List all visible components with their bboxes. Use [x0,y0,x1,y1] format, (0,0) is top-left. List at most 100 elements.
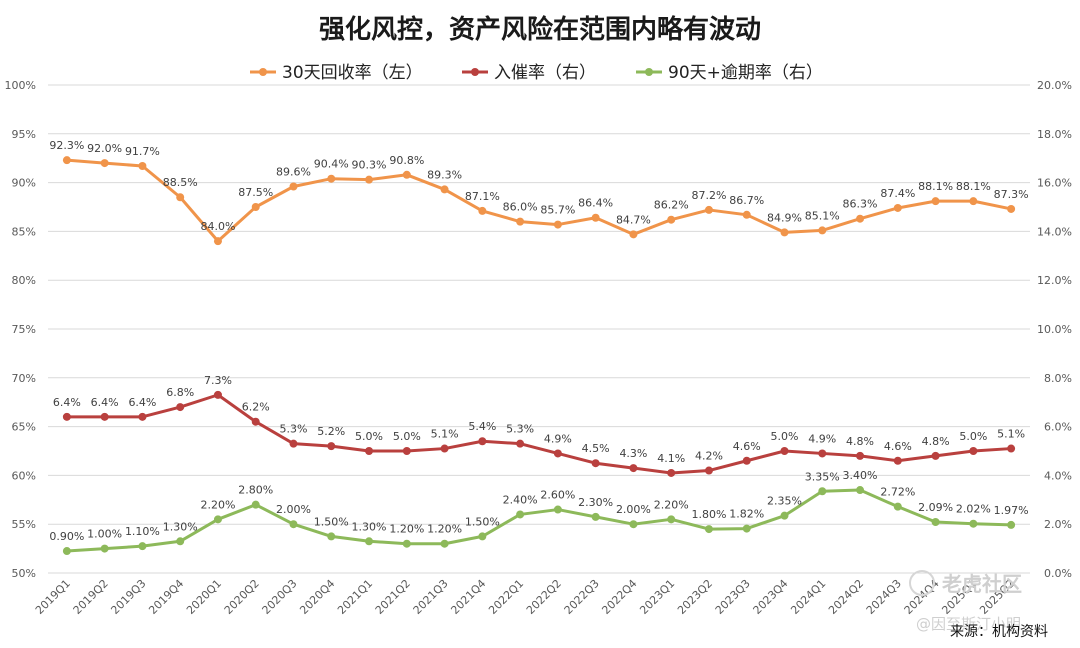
series-line-2 [66,393,1012,475]
legend-label: 90天+逾期率（右） [668,63,823,83]
data-point [365,175,374,184]
data-point [1007,444,1016,453]
gridlines [48,84,1030,574]
right-tick-label: 12.0% [1037,274,1072,287]
data-label: 84.9% [767,211,802,224]
data-label: 3.40% [843,469,878,482]
data-point [251,203,260,211]
data-point [327,174,336,183]
data-label: 4.5% [582,442,610,455]
data-point [213,390,222,399]
data-label: 0.90% [49,530,84,543]
data-point [365,537,374,546]
data-label: 5.4% [468,420,496,433]
data-label: 90.8% [389,154,424,167]
x-tick-label: 2024Q1 [788,577,828,617]
legend-swatch-marker [471,68,479,76]
series-line-3 [66,488,1012,553]
data-label: 6.4% [91,396,119,409]
data-point [856,451,865,460]
data-point [516,217,525,226]
data-point [176,193,185,202]
data-label: 5.0% [355,430,383,443]
data-point [818,449,827,458]
data-point [176,537,185,546]
data-label: 5.3% [506,423,534,436]
data-point [138,542,147,551]
data-label: 87.5% [238,186,273,199]
right-tick-label: 6.0% [1044,421,1072,434]
data-label: 86.2% [654,199,689,212]
left-tick-label: 90% [12,177,36,190]
data-point [213,515,222,524]
data-label: 4.3% [619,447,647,460]
data-label: 88.5% [163,176,198,189]
right-tick-label: 18.0% [1037,128,1072,141]
data-label: 5.0% [959,430,987,443]
data-point [667,515,676,524]
data-label: 86.3% [843,198,878,211]
data-label: 86.0% [503,201,538,214]
data-label: 90.3% [352,159,387,172]
data-label: 4.1% [657,452,685,465]
x-tick-label: 2024Q4 [902,577,942,617]
data-label: 87.3% [994,188,1029,201]
data-label: 2.00% [276,503,311,516]
left-axis: 50% 55% 60% 65% 70% 75% 80% 85% 90% 95% 100% [5,79,36,580]
data-label: 86.7% [729,194,764,207]
legend-swatch-marker [645,68,653,76]
data-point [440,539,449,548]
data-label: 87.4% [880,187,915,200]
data-point [856,214,865,223]
data-point [402,170,411,179]
right-tick-label: 14.0% [1037,225,1072,238]
data-label: 6.4% [128,396,156,409]
data-label: 4.2% [695,450,723,463]
data-label: 89.3% [427,168,462,181]
x-tick-label: 2022Q1 [486,577,526,617]
data-label: 1.82% [729,508,764,521]
data-point [704,525,713,534]
x-tick-label: 2024Q3 [864,577,904,617]
data-point [704,205,713,214]
right-tick-label: 20.0% [1037,79,1072,92]
data-point [780,511,789,520]
data-point [62,412,71,421]
data-label: 90.4% [314,158,349,171]
data-label: 91.7% [125,145,160,158]
data-point [62,547,71,556]
data-point [251,500,260,509]
data-label: 1.80% [691,508,726,521]
data-point [591,512,600,521]
left-tick-label: 70% [12,372,36,385]
data-point [100,544,109,553]
data-label: 88.1% [918,180,953,193]
data-point [402,539,411,548]
data-label: 2.40% [503,493,538,506]
data-point [856,486,865,495]
x-tick-label: 2019Q1 [33,577,73,617]
data-point [742,456,751,465]
data-label: 5.3% [280,423,308,436]
data-point [516,439,525,448]
data-point [478,532,487,541]
left-tick-label: 100% [5,79,36,92]
data-labels: 92.3% 92.0% 91.7% 88.5% 84.0% 87.5%89.6%90.4%… [49,139,1028,543]
x-tick-label: 2023Q1 [637,577,677,617]
data-point [440,444,449,453]
data-point [1007,204,1016,213]
data-label: 4.6% [733,440,761,453]
data-label: 2.20% [200,498,235,511]
data-point [213,237,222,246]
data-point [969,519,978,528]
data-point [818,487,827,496]
data-label: 2.20% [654,498,689,511]
data-label: 1.00% [87,528,122,541]
data-label: 84.0% [200,220,235,233]
data-point [704,466,713,475]
data-point [289,182,298,191]
x-tick-label: 2021Q4 [448,577,488,617]
x-tick-label: 2020Q4 [297,577,337,617]
legend-label: 30天回收率（左） [282,63,423,83]
data-label: 5.2% [317,425,345,438]
